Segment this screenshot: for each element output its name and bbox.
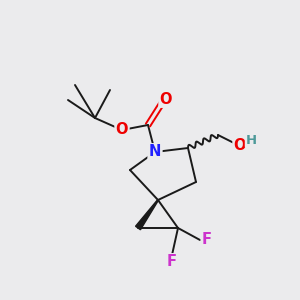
Text: F: F bbox=[202, 232, 212, 247]
Text: F: F bbox=[167, 254, 177, 269]
Text: O: O bbox=[234, 137, 246, 152]
Polygon shape bbox=[136, 200, 158, 230]
Text: N: N bbox=[149, 145, 161, 160]
Text: O: O bbox=[160, 92, 172, 106]
Text: H: H bbox=[245, 134, 256, 146]
Text: O: O bbox=[116, 122, 128, 137]
